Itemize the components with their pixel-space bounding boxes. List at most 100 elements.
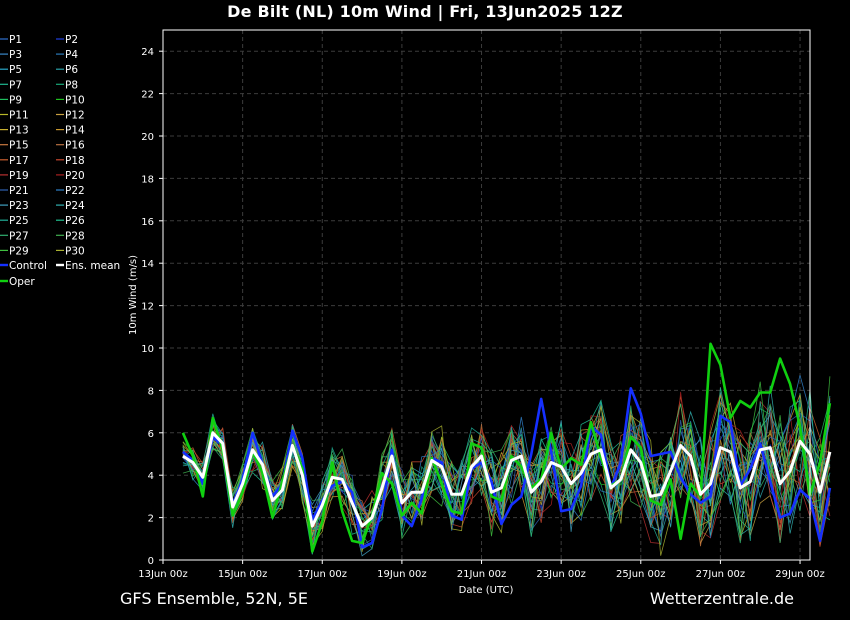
legend-entry: P13 [0, 125, 29, 137]
legend-entry: P7 [0, 79, 22, 91]
x-tick-label: 15Jun 00z [218, 569, 268, 580]
legend-label: P30 [65, 245, 85, 257]
ensemble-member-line [182, 397, 831, 547]
y-tick-label: 8 [148, 386, 154, 397]
legend-label: P13 [9, 125, 29, 137]
x-tick-label: 19Jun 00z [377, 569, 427, 580]
legend-label: Ens. mean [65, 260, 120, 272]
legend-label: P25 [9, 215, 29, 227]
legend-entry: P24 [56, 200, 85, 212]
legend-entry: P19 [0, 170, 29, 182]
x-tick-label: 27Jun 00z [696, 569, 746, 580]
legend-entry: P15 [0, 140, 29, 152]
legend-entry: P20 [56, 170, 85, 182]
legend-entry: P16 [56, 140, 85, 152]
main-series-lines [181, 342, 832, 553]
chart-title: De Bilt (NL) 10m Wind | Fri, 13Jun2025 1… [227, 2, 623, 21]
model-info: GFS Ensemble, 52N, 5E [120, 589, 308, 608]
legend-entry: P23 [0, 200, 29, 212]
legend-entry: P2 [56, 34, 78, 46]
y-tick-label: 6 [148, 429, 154, 440]
legend-entry: P3 [0, 49, 22, 61]
legend-label: P17 [9, 155, 29, 167]
legend-entry: P25 [0, 215, 29, 227]
legend-label: P16 [65, 140, 85, 152]
legend-label: P27 [9, 230, 29, 242]
x-tick-label: 23Jun 00z [536, 569, 586, 580]
legend-label: P1 [9, 34, 22, 46]
y-tick-label: 4 [148, 471, 154, 482]
legend-entry: P14 [56, 125, 85, 137]
series-line-control [182, 386, 832, 549]
legend-entry: P30 [56, 245, 85, 257]
legend-label: P21 [9, 185, 29, 197]
legend-entry: Control [0, 260, 47, 272]
y-tick-label: 0 [148, 556, 154, 567]
legend-entry: Oper [0, 276, 35, 288]
legend-entry: P1 [0, 34, 22, 46]
y-tick-label: 16 [141, 217, 154, 228]
legend-entry: P21 [0, 185, 29, 197]
x-axis-ticks: 13Jun 00z 15Jun 00z 17Jun 00z 19Jun 00z 21Ju… [138, 560, 825, 580]
y-tick-label: 22 [141, 90, 154, 101]
y-tick-label: 12 [141, 302, 154, 313]
legend-entry: P8 [56, 79, 78, 91]
x-tick-label: 25Jun 00z [616, 569, 666, 580]
legend-label: P4 [65, 49, 78, 61]
legend-label: P14 [65, 125, 85, 137]
legend-label: P28 [65, 230, 85, 242]
legend-label: P12 [65, 110, 85, 122]
legend-entry: P27 [0, 230, 29, 242]
legend-entry: P17 [0, 155, 29, 167]
legend-entry: P29 [0, 245, 29, 257]
legend-entry: P11 [0, 110, 29, 122]
legend-label: P20 [65, 170, 85, 182]
legend-entry: P5 [0, 64, 22, 76]
legend-entry: P18 [56, 155, 85, 167]
plot-frame [162, 29, 811, 561]
legend-label: P3 [9, 49, 22, 61]
legend-entry: P4 [56, 49, 78, 61]
legend-entry: P10 [56, 94, 85, 106]
legend: P1 P2 P3 P4 P5 P6 P7 P8 P9 P10 P11 P12 P13 P14 P15 P16 P… [0, 34, 120, 288]
ensemble-member-line [182, 403, 831, 540]
legend-label: P19 [9, 170, 29, 182]
y-tick-label: 10 [141, 344, 154, 355]
legend-label: P18 [65, 155, 85, 167]
legend-label: P6 [65, 64, 78, 76]
y-tick-label: 14 [141, 259, 154, 270]
site-credit: Wetterzentrale.de [649, 589, 794, 608]
legend-entry: P28 [56, 230, 85, 242]
legend-entry: P9 [0, 94, 22, 106]
x-axis-label: Date (UTC) [459, 585, 514, 596]
legend-entry: P6 [56, 64, 78, 76]
y-tick-label: 2 [148, 514, 154, 525]
x-tick-label: 29Jun 00z [775, 569, 825, 580]
legend-label: P23 [9, 200, 29, 212]
legend-entry: P26 [56, 215, 85, 227]
series-line-ens-mean [182, 431, 832, 528]
legend-label: P10 [65, 94, 85, 106]
legend-label: P29 [9, 245, 29, 257]
legend-label: Control [9, 260, 47, 272]
x-tick-label: 21Jun 00z [457, 569, 507, 580]
x-tick-label: 13Jun 00z [138, 569, 188, 580]
legend-label: P5 [9, 64, 22, 76]
legend-entry: P12 [56, 110, 85, 122]
legend-label: P11 [9, 110, 29, 122]
y-tick-label: 24 [141, 47, 154, 58]
legend-label: P7 [9, 79, 22, 91]
legend-label: P2 [65, 34, 78, 46]
legend-entry: Ens. mean [56, 260, 120, 272]
y-tick-label: 18 [141, 174, 154, 185]
legend-label: Oper [9, 276, 35, 288]
legend-label: P26 [65, 215, 85, 227]
legend-label: P8 [65, 79, 78, 91]
legend-label: P9 [9, 94, 22, 106]
legend-label: P15 [9, 140, 29, 152]
y-axis-label: 10m Wind (m/s) [128, 255, 139, 335]
x-tick-label: 17Jun 00z [298, 569, 348, 580]
legend-label: P22 [65, 185, 85, 197]
